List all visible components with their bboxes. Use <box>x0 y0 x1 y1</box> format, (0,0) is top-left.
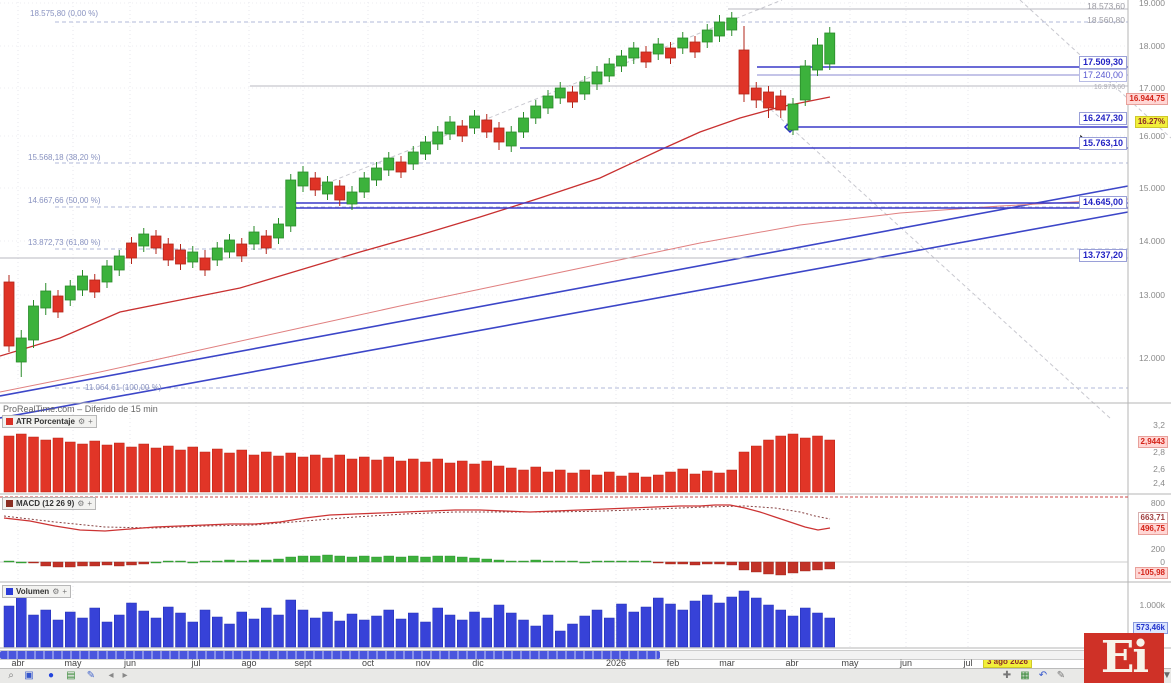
inactive-price-label: 16.973,60 <box>1093 84 1125 91</box>
horizontal-scrollbar-thumb[interactable] <box>0 651 660 659</box>
macd-add-icon[interactable]: + <box>87 499 93 508</box>
table-view-icon[interactable]: ▦ <box>1020 670 1030 681</box>
time-axis-tick-label: 2026 <box>605 658 627 668</box>
price-axis-tick-label: 18.000 <box>1139 41 1165 51</box>
time-axis-tick-label: jun <box>123 658 137 668</box>
atr-settings-icon[interactable]: ⚙ <box>77 417 86 426</box>
macd-value-tag: 496,75 <box>1137 523 1168 535</box>
macd-settings-icon[interactable]: ⚙ <box>77 499 85 508</box>
gridlines <box>0 2 1128 647</box>
atr-axis-tick-label: 2,6 <box>1153 464 1165 474</box>
macd-histogram-series <box>0 554 1128 576</box>
fibonacci-level-label: 14.667,66 (50,00 %) <box>28 196 101 205</box>
atr-indicator-name: ATR Porcentaje <box>16 417 75 426</box>
slow-moving-average-line <box>0 198 1129 393</box>
macd-axis-tick-label: 200 <box>1150 544 1165 554</box>
volume-indicator-chip[interactable]: Volumen ⚙ + <box>2 585 72 598</box>
macd-indicator-name: MACD (12 26 9) <box>16 499 75 508</box>
time-axis-tick-label: jul <box>191 658 201 668</box>
price-level-label[interactable]: 14.645,00 <box>1078 196 1127 209</box>
fast-moving-average-line <box>0 96 831 357</box>
price-axis-tick-label: 12.000 <box>1139 353 1165 363</box>
price-axis-tick-label: 17.000 <box>1139 83 1165 93</box>
price-axis-tick-label: 19.000 <box>1139 0 1165 8</box>
price-level-label[interactable]: 17.509,30 <box>1078 56 1127 69</box>
price-level-label[interactable]: 13.737,20 <box>1078 249 1127 262</box>
inactive-price-label: 18.573,60 <box>1087 1 1125 11</box>
macd-value-tag: -105,98 <box>1134 567 1168 579</box>
atr-indicator-chip[interactable]: ATR Porcentaje ⚙ + <box>2 415 97 428</box>
time-axis-tick-label: jun <box>899 658 913 668</box>
volume-axis-tick-label: 1.000k <box>1139 600 1165 610</box>
fibonacci-level-label: 15.568,18 (38,20 %) <box>28 153 101 162</box>
price-level-label[interactable]: 17.240,00 <box>1078 69 1127 82</box>
atr-color-swatch-icon <box>6 418 13 425</box>
macd-axis-tick-label: 800 <box>1150 498 1165 508</box>
bottom-toolbar: ⌕ ▣ ● ▤ ✎ ◂ ▸ ✚ ▦ ↶ ✎ ▼ <box>0 668 1171 683</box>
pages-icon[interactable]: ▣ <box>24 670 34 681</box>
macd-indicator-chip[interactable]: MACD (12 26 9) ⚙ + <box>2 497 97 510</box>
platform-watermark: ProRealTime.com – Diferido de 15 min <box>3 404 158 414</box>
atr-value-tag: 2,9443 <box>1137 436 1168 448</box>
ei-logo: Ei <box>1084 633 1164 683</box>
draw-tool-icon[interactable]: ✎ <box>86 670 96 681</box>
fibonacci-level-label: 11.064,61 (100,00 %) <box>85 383 162 392</box>
scroll-right-icon[interactable]: ▸ <box>122 670 128 681</box>
scroll-left-icon[interactable]: ◂ <box>108 670 114 681</box>
time-axis-tick-label: may <box>841 658 859 668</box>
price-level-label[interactable]: 16.247,30 <box>1078 112 1127 125</box>
annotate-icon[interactable]: ✎ <box>1056 670 1066 681</box>
time-axis-tick-label: ago <box>241 658 257 668</box>
horizontal-scrollbar-track[interactable] <box>0 650 1128 660</box>
trend-channel <box>0 185 1129 419</box>
filter-icon[interactable]: ▼ <box>1162 670 1171 681</box>
atr-axis-tick-label: 2,8 <box>1153 447 1165 457</box>
atr-bar-series <box>3 433 835 493</box>
add-view-icon[interactable]: ✚ <box>1002 670 1012 681</box>
time-axis-tick-label: jul <box>963 658 973 668</box>
time-axis-tick-label: nov <box>415 658 431 668</box>
time-axis-tick-label: dic <box>472 658 484 668</box>
atr-axis-tick-label: 2,4 <box>1153 478 1165 488</box>
volume-indicator-name: Volumen <box>16 587 50 596</box>
volume-bar-series <box>3 590 835 648</box>
fibonacci-lines <box>55 21 1128 389</box>
macd-axis-tick-label: 0 <box>1160 557 1165 567</box>
price-axis-tick-label: 15.000 <box>1139 183 1165 193</box>
price-level-label[interactable]: 15.763,10 <box>1078 137 1127 150</box>
fibonacci-level-label: 18.575,80 (0,00 %) <box>30 9 99 18</box>
price-axis-tick-label: 14.000 <box>1139 236 1165 246</box>
atr-add-icon[interactable]: + <box>88 417 93 426</box>
time-axis-tick-label: abr <box>785 658 799 668</box>
atr-axis-tick-label: 3,2 <box>1153 420 1165 430</box>
price-axis-tick-label: 13.000 <box>1139 290 1165 300</box>
macd-signal-line <box>3 505 831 529</box>
price-axis-tag: 16.944,75 <box>1126 93 1168 105</box>
time-axis-tick-label: mar <box>719 658 735 668</box>
time-axis-tick-label: abr <box>11 658 25 668</box>
time-axis-tick-label: may <box>64 658 82 668</box>
zoom-tool-icon[interactable]: ⌕ <box>8 670 14 681</box>
volume-color-swatch-icon <box>6 588 13 595</box>
candlestick-series <box>3 12 836 377</box>
marker-icon[interactable]: ● <box>47 670 55 681</box>
panel-separators <box>0 0 1171 668</box>
time-axis-tick-label: feb <box>666 658 680 668</box>
macd-color-swatch-icon <box>6 500 13 507</box>
price-axis-tag: 16.27% <box>1134 116 1168 128</box>
fibonacci-level-label: 13.872,73 (61,80 %) <box>28 238 101 247</box>
undo-icon[interactable]: ↶ <box>1038 670 1048 681</box>
volume-settings-icon[interactable]: ⚙ <box>52 587 60 596</box>
inactive-price-label: 18.560,80 <box>1087 15 1125 25</box>
time-axis-tick-label: oct <box>361 658 375 668</box>
chart-type-icon[interactable]: ▤ <box>66 670 76 681</box>
volume-add-icon[interactable]: + <box>62 587 68 596</box>
time-axis-tick-label: sept <box>294 658 312 668</box>
price-axis-tick-label: 16.000 <box>1139 131 1165 141</box>
macd-line <box>3 504 831 532</box>
